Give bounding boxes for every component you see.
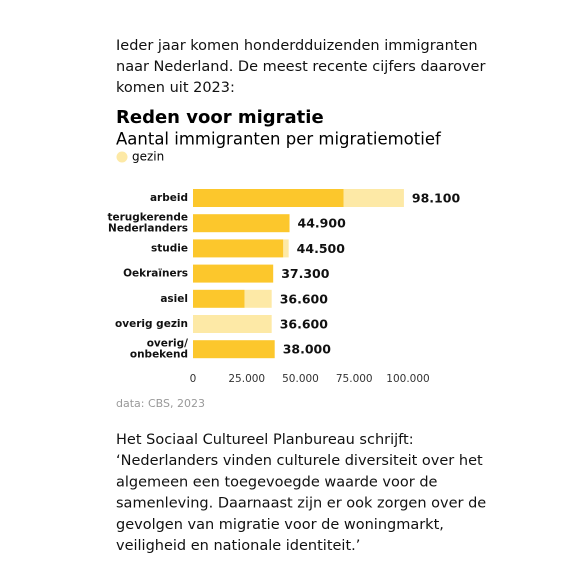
- total-label: 37.300: [281, 266, 330, 281]
- total-label: 38.000: [283, 342, 332, 357]
- category-label: asiel: [160, 293, 188, 305]
- bar-segment: [343, 189, 404, 207]
- source: data: CBS, 2023: [116, 397, 205, 410]
- bar-segment: [193, 264, 274, 283]
- category-label: Nederlanders: [108, 223, 188, 235]
- legend-label: gezin: [132, 150, 164, 164]
- x-tick-label: 50.000: [282, 373, 319, 385]
- category-label: studie: [151, 242, 188, 254]
- x-tick-label: 75.000: [336, 373, 373, 385]
- total-label: 36.600: [280, 291, 329, 306]
- outro-line: gevolgen van migratie voor de woningmark…: [116, 517, 444, 533]
- outro-line: Het Sociaal Cultureel Planbureau schrijf…: [116, 432, 414, 448]
- category-label: terugkerende: [107, 212, 188, 224]
- total-label: 44.900: [298, 216, 347, 231]
- total-label: 36.600: [280, 317, 329, 332]
- total-label: 98.100: [412, 191, 461, 206]
- chart-subtitle: Aantal immigranten per migratiemotief: [116, 130, 442, 149]
- bar-segment: [193, 214, 290, 233]
- total-label: 44.500: [297, 241, 346, 256]
- bar-segment: [193, 189, 344, 207]
- x-tick-label: 25.000: [228, 373, 265, 385]
- intro-line: komen uit 2023:: [116, 80, 235, 96]
- outro-line: algemeen een toegevoegde waarde voor de: [116, 474, 438, 490]
- legend-swatch: [116, 151, 128, 163]
- bar-segment: [193, 340, 275, 359]
- category-label: Oekraïners: [123, 268, 188, 280]
- bar-segment: [283, 239, 289, 258]
- outro-line: ‘Nederlanders vinden culturele diversite…: [116, 453, 483, 469]
- bar-segment: [193, 239, 284, 258]
- intro-line: naar Nederland. De meest recente cijfers…: [116, 59, 485, 75]
- category-label: overig gezin: [115, 318, 188, 330]
- category-label: overig/: [147, 338, 188, 350]
- x-tick-label: 0: [190, 373, 197, 385]
- bar-segment: [193, 289, 245, 308]
- x-tick-label: 100.000: [386, 373, 429, 385]
- outro-line: veiligheid en nationale identiteit.’: [116, 538, 360, 554]
- outro-line: samenleving. Daarnaast zijn er ook zorge…: [116, 496, 486, 512]
- intro-line: Ieder jaar komen honderdduizenden immigr…: [116, 38, 478, 54]
- bar-segment: [193, 315, 272, 333]
- bar-segment: [244, 289, 272, 308]
- category-label: arbeid: [150, 192, 188, 204]
- chart-title: Reden voor migratie: [116, 107, 324, 128]
- category-label: onbekend: [130, 349, 188, 361]
